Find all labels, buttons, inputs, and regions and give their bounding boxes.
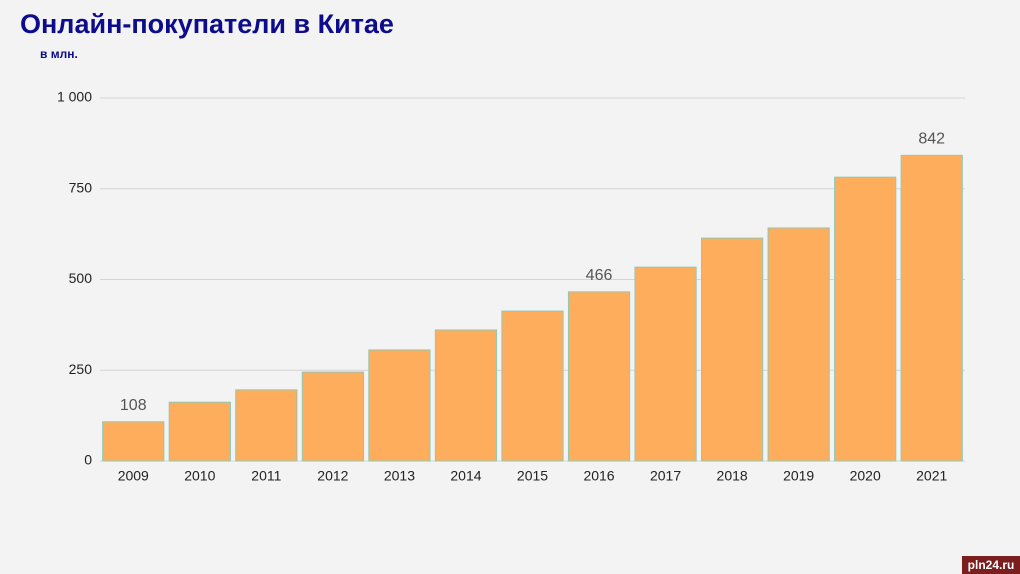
x-tick-label: 2010 <box>184 468 215 484</box>
watermark: pln24.ru <box>968 558 1015 572</box>
bar <box>767 227 830 462</box>
bar <box>900 154 963 462</box>
x-tick-label: 2015 <box>517 468 548 484</box>
bar <box>701 237 764 462</box>
value-label: 108 <box>120 397 147 414</box>
value-label: 842 <box>918 131 945 148</box>
x-tick-label: 2017 <box>650 468 681 484</box>
value-label: 466 <box>586 267 613 284</box>
y-tick-label: 750 <box>69 179 93 195</box>
x-tick-label: 2020 <box>850 468 881 484</box>
bar <box>501 310 564 462</box>
bar <box>368 349 431 462</box>
bar <box>434 329 498 462</box>
y-tick-label: 500 <box>69 270 93 286</box>
bar <box>235 389 298 462</box>
y-tick-label: 1 000 <box>57 89 92 105</box>
x-tick-label: 2019 <box>783 468 814 484</box>
watermark-bg <box>962 556 1020 574</box>
x-tick-label: 2013 <box>384 468 415 484</box>
x-tick-label: 2018 <box>717 468 748 484</box>
chart-subtitle: в млн. <box>40 47 78 61</box>
x-tick-label: 2021 <box>916 468 947 484</box>
x-tick-label: 2011 <box>251 468 281 484</box>
x-tick-label: 2016 <box>583 468 614 484</box>
chart-title: Онлайн-покупатели в Китае <box>20 9 394 39</box>
bar <box>301 371 364 462</box>
bar <box>567 291 631 462</box>
bar <box>634 266 697 462</box>
bar <box>834 176 897 462</box>
x-tick-label: 2014 <box>450 468 481 484</box>
bar <box>102 421 165 462</box>
y-tick-label: 250 <box>69 361 93 377</box>
y-tick-label: 0 <box>84 452 92 468</box>
x-tick-label: 2012 <box>317 468 348 484</box>
bar <box>168 401 231 462</box>
x-tick-label: 2009 <box>118 468 149 484</box>
